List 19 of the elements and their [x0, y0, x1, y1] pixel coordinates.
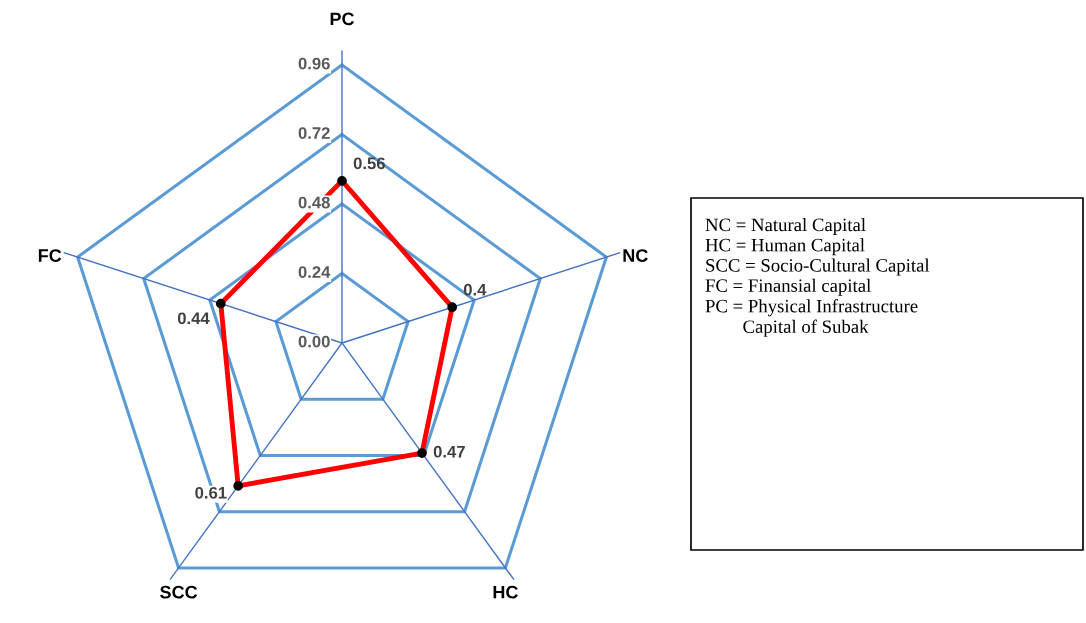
y-tick-label: 0.72	[298, 127, 330, 139]
text: NC = Natural Capital	[705, 218, 866, 235]
spoke-label: NC	[623, 249, 648, 262]
spoke-label: SCC	[160, 585, 198, 599]
data-label: 0.61	[195, 486, 227, 499]
data-label: 0.44	[177, 312, 210, 325]
y-tick-label: 0.00	[298, 335, 330, 348]
data-label: 0.47	[433, 445, 465, 458]
spoke-label: PC	[330, 12, 355, 26]
text: PC = Physical Infrastructure Capital of Subak	[705, 299, 918, 337]
text: SCC = Socio-Cultural Capital	[706, 258, 930, 276]
y-tick-label: 0.24	[298, 266, 331, 278]
text: FC = Finansial capital	[705, 278, 871, 296]
y-tick-label: 0.48	[298, 196, 330, 209]
text: HC = Human Capital	[705, 238, 865, 256]
spoke-label: HC	[493, 585, 518, 599]
y-tick-label: 0.96	[298, 57, 330, 70]
spoke-label: FC	[38, 249, 62, 262]
data-label: 0.4	[463, 283, 487, 296]
